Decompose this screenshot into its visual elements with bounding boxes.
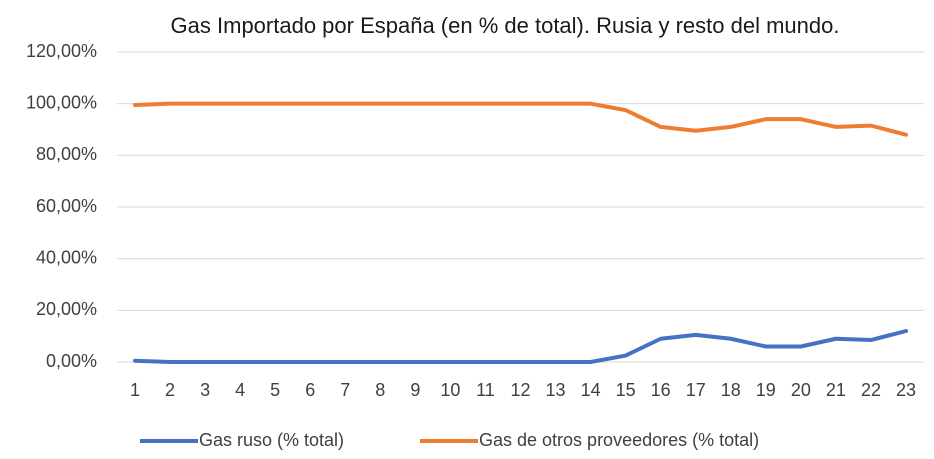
x-tick-label: 17 xyxy=(686,380,706,400)
x-tick-label: 10 xyxy=(440,380,460,400)
x-tick-label: 9 xyxy=(410,380,420,400)
x-tick-label: 20 xyxy=(791,380,811,400)
x-tick-label: 6 xyxy=(305,380,315,400)
x-tick-label: 21 xyxy=(826,380,846,400)
y-tick-label: 40,00% xyxy=(36,247,97,267)
y-tick-label: 120,00% xyxy=(26,41,97,61)
x-tick-label: 11 xyxy=(476,380,495,400)
x-tick-label: 19 xyxy=(756,380,776,400)
y-tick-label: 0,00% xyxy=(46,351,97,371)
y-tick-label: 100,00% xyxy=(26,92,97,112)
x-tick-label: 7 xyxy=(340,380,350,400)
x-tick-label: 13 xyxy=(546,380,566,400)
series-line xyxy=(133,101,908,137)
x-tick-label: 18 xyxy=(721,380,741,400)
x-tick-label: 15 xyxy=(616,380,636,400)
x-tick-label: 23 xyxy=(896,380,916,400)
x-tick-label: 22 xyxy=(861,380,881,400)
x-tick-label: 16 xyxy=(651,380,671,400)
x-tick-label: 3 xyxy=(200,380,210,400)
legend-label: Gas de otros proveedores (% total) xyxy=(479,430,759,450)
y-tick-label: 20,00% xyxy=(36,299,97,319)
x-tick-label: 12 xyxy=(510,380,530,400)
x-tick-label: 5 xyxy=(270,380,280,400)
series-line xyxy=(133,329,908,364)
x-tick-label: 14 xyxy=(581,380,601,400)
x-tick-label: 2 xyxy=(165,380,175,400)
x-tick-label: 4 xyxy=(235,380,245,400)
x-tick-label: 1 xyxy=(130,380,140,400)
y-tick-label: 60,00% xyxy=(36,196,97,216)
x-tick-label: 8 xyxy=(375,380,385,400)
y-tick-label: 80,00% xyxy=(36,144,97,164)
legend-label: Gas ruso (% total) xyxy=(199,430,344,450)
chart-title: Gas Importado por España (en % de total)… xyxy=(171,13,840,38)
